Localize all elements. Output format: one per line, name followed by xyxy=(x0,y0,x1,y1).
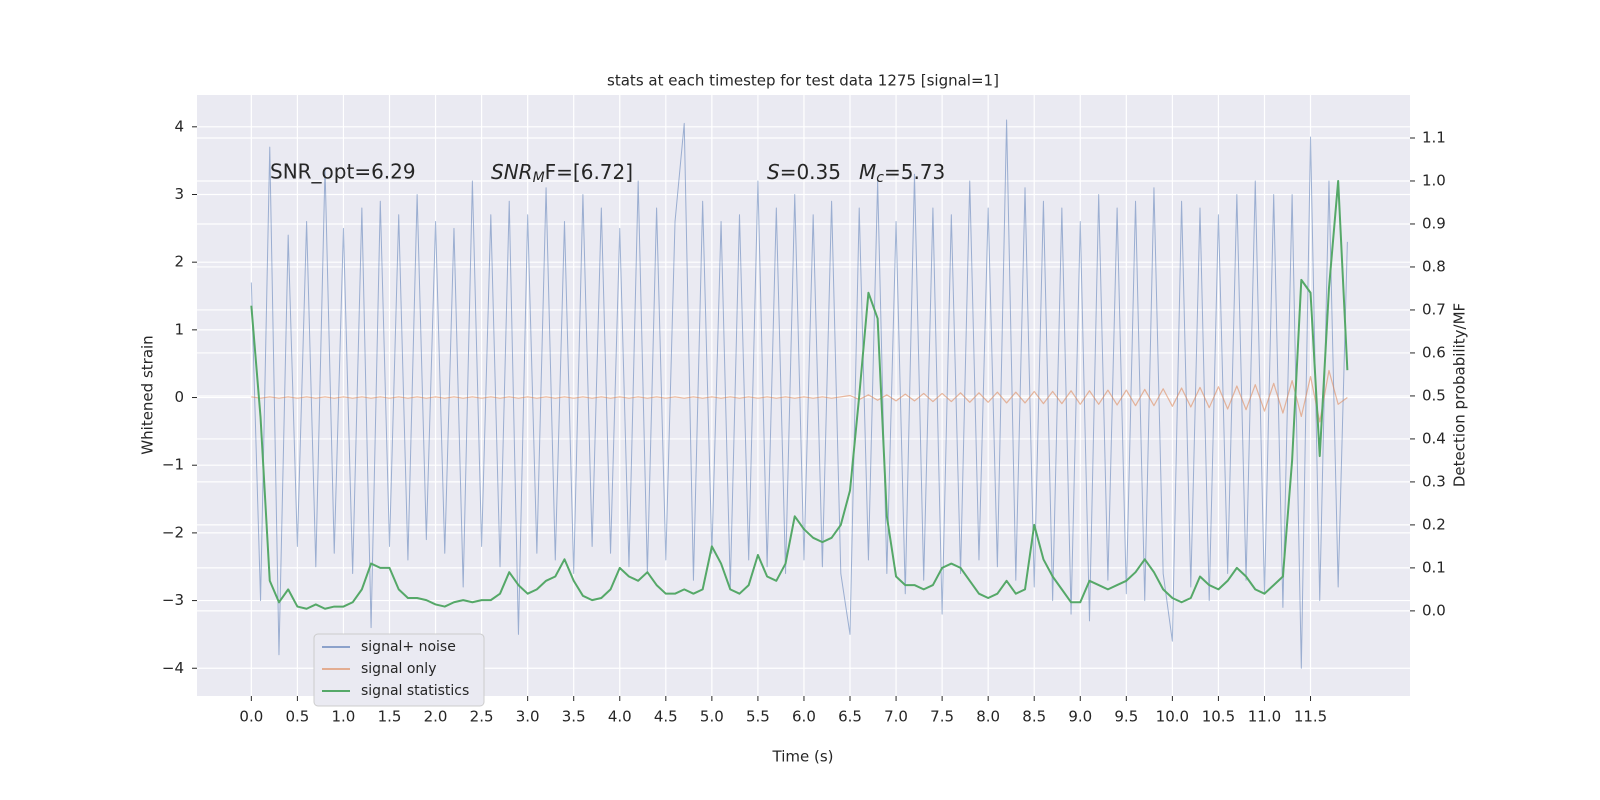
x-tick-label: 7.0 xyxy=(884,708,908,726)
x-tick-label: 1.0 xyxy=(332,708,356,726)
x-tick-label: 8.0 xyxy=(976,708,1000,726)
y2-tick-label: 1.1 xyxy=(1422,128,1446,146)
y2-tick-label: 0.1 xyxy=(1422,558,1446,576)
y2-tick-label: 0.7 xyxy=(1422,300,1446,318)
x-axis-label: Time (s) xyxy=(772,748,834,766)
x-tick-label: 4.0 xyxy=(608,708,632,726)
annotation-part: SNR xyxy=(491,160,533,184)
y2-tick-label: 0.6 xyxy=(1422,343,1446,361)
annotation-part: M xyxy=(533,170,545,186)
annotation-part: F=[6.72] xyxy=(545,160,633,184)
annotation-part: =5.73 xyxy=(884,160,945,184)
y-tick-label: −3 xyxy=(162,591,184,609)
chart-title: stats at each timestep for test data 127… xyxy=(607,72,999,90)
annotation-part: =0.35 xyxy=(780,160,841,184)
y2-tick-label: 0.9 xyxy=(1422,214,1446,232)
y2-tick-label: 0.2 xyxy=(1422,515,1446,533)
x-tick-label: 6.0 xyxy=(792,708,816,726)
x-tick-label: 5.0 xyxy=(700,708,724,726)
y2-tick-label: 0.4 xyxy=(1422,429,1446,447)
annotation-part: c xyxy=(876,170,884,186)
x-tick-label: 10.5 xyxy=(1202,708,1235,726)
y-tick-label: 3 xyxy=(174,185,184,203)
series-line xyxy=(250,179,1349,610)
x-tick-label: 0.0 xyxy=(239,708,263,726)
y2-tick-label: 0.3 xyxy=(1422,472,1446,490)
x-tick-label: 9.0 xyxy=(1068,708,1092,726)
y2-axis-label: Detection probability/MF xyxy=(1451,303,1469,487)
x-tick-label: 0.5 xyxy=(285,708,309,726)
x-tick-label: 10.0 xyxy=(1156,708,1189,726)
y2-tick-label: 0.0 xyxy=(1422,601,1446,619)
x-tick-label: 2.5 xyxy=(470,708,494,726)
x-tick-label: 7.5 xyxy=(930,708,954,726)
y-tick-label: −4 xyxy=(162,659,184,677)
y-tick-label: −1 xyxy=(162,456,184,474)
annotation: S=0.35 Mc=5.73 xyxy=(767,160,945,187)
legend-label: signal only xyxy=(361,661,436,677)
x-tick-label: 3.5 xyxy=(562,708,586,726)
y-tick-label: 1 xyxy=(174,320,184,338)
x-tick-label: 3.0 xyxy=(516,708,540,726)
y-axis-label: Whitened strain xyxy=(139,335,157,454)
x-tick-label: 11.0 xyxy=(1248,708,1281,726)
annotation-part: S xyxy=(767,160,780,184)
x-tick-label: 5.5 xyxy=(746,708,770,726)
series-line xyxy=(250,119,1348,669)
x-tick-label: 6.5 xyxy=(838,708,862,726)
y-tick-label: −2 xyxy=(162,523,184,541)
x-tick-label: 8.5 xyxy=(1022,708,1046,726)
legend-box xyxy=(313,633,485,707)
legend-label: signal+ noise xyxy=(361,639,456,655)
x-tick-label: 4.5 xyxy=(654,708,678,726)
series-line xyxy=(251,369,1348,423)
legend: signal+ noise signal only signal statistic… xyxy=(313,633,485,707)
y-tick-label: 4 xyxy=(174,117,184,135)
y2-tick-label: 1.0 xyxy=(1422,171,1446,189)
y2-tick-label: 0.5 xyxy=(1422,386,1446,404)
x-tick-label: 1.5 xyxy=(378,708,402,726)
x-tick-label: 9.5 xyxy=(1114,708,1138,726)
annotation-part: M xyxy=(859,160,876,184)
annotation: SNRMF=[6.72] xyxy=(491,160,633,187)
x-tick-label: 2.0 xyxy=(424,708,448,726)
y2-tick-label: 0.8 xyxy=(1422,257,1446,275)
x-tick-label: 11.5 xyxy=(1294,708,1327,726)
legend-label: signal statistics xyxy=(361,683,469,699)
annotation: SNR_opt=6.29 xyxy=(270,160,416,184)
y-tick-label: 2 xyxy=(174,253,184,271)
y-tick-label: 0 xyxy=(174,388,184,406)
